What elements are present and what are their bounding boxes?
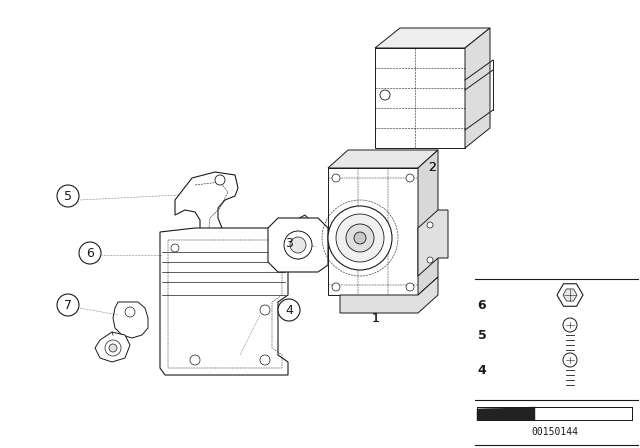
Polygon shape (113, 302, 148, 338)
Circle shape (427, 222, 433, 228)
Polygon shape (375, 48, 465, 148)
Circle shape (563, 318, 577, 332)
Circle shape (354, 232, 366, 244)
Text: 4: 4 (477, 363, 486, 376)
Polygon shape (477, 407, 535, 420)
Polygon shape (160, 228, 288, 375)
Polygon shape (340, 277, 438, 313)
Text: 1: 1 (372, 311, 380, 324)
Text: 2: 2 (428, 160, 436, 173)
Polygon shape (418, 150, 438, 295)
Polygon shape (95, 332, 130, 362)
Polygon shape (477, 407, 632, 420)
Polygon shape (465, 28, 490, 148)
Circle shape (79, 242, 101, 264)
Text: 6: 6 (86, 246, 94, 259)
Text: 1: 1 (372, 311, 380, 324)
Circle shape (332, 283, 340, 291)
Polygon shape (328, 168, 418, 295)
Text: 4: 4 (285, 303, 293, 316)
Circle shape (336, 214, 384, 262)
Circle shape (406, 283, 414, 291)
Circle shape (260, 355, 270, 365)
Circle shape (278, 299, 300, 321)
Polygon shape (328, 150, 438, 168)
Text: 5: 5 (477, 328, 486, 341)
Polygon shape (418, 210, 448, 276)
Polygon shape (175, 172, 238, 242)
Circle shape (105, 340, 121, 356)
Text: 3: 3 (285, 237, 293, 250)
Circle shape (346, 224, 374, 252)
Circle shape (57, 185, 79, 207)
Text: 00150144: 00150144 (531, 427, 579, 437)
Polygon shape (375, 28, 490, 48)
Polygon shape (280, 215, 312, 235)
Circle shape (109, 344, 117, 352)
Circle shape (171, 244, 179, 252)
Circle shape (57, 294, 79, 316)
Circle shape (284, 231, 312, 259)
Circle shape (260, 305, 270, 315)
Polygon shape (268, 218, 328, 272)
Circle shape (427, 257, 433, 263)
Circle shape (563, 353, 577, 367)
Circle shape (332, 174, 340, 182)
Text: 2: 2 (428, 160, 436, 173)
Text: 5: 5 (64, 190, 72, 202)
Circle shape (290, 237, 306, 253)
Circle shape (125, 307, 135, 317)
Circle shape (215, 175, 225, 185)
Text: 7: 7 (64, 298, 72, 311)
Text: 6: 6 (477, 298, 486, 311)
Circle shape (380, 90, 390, 100)
Circle shape (190, 355, 200, 365)
Circle shape (406, 174, 414, 182)
Circle shape (328, 206, 392, 270)
